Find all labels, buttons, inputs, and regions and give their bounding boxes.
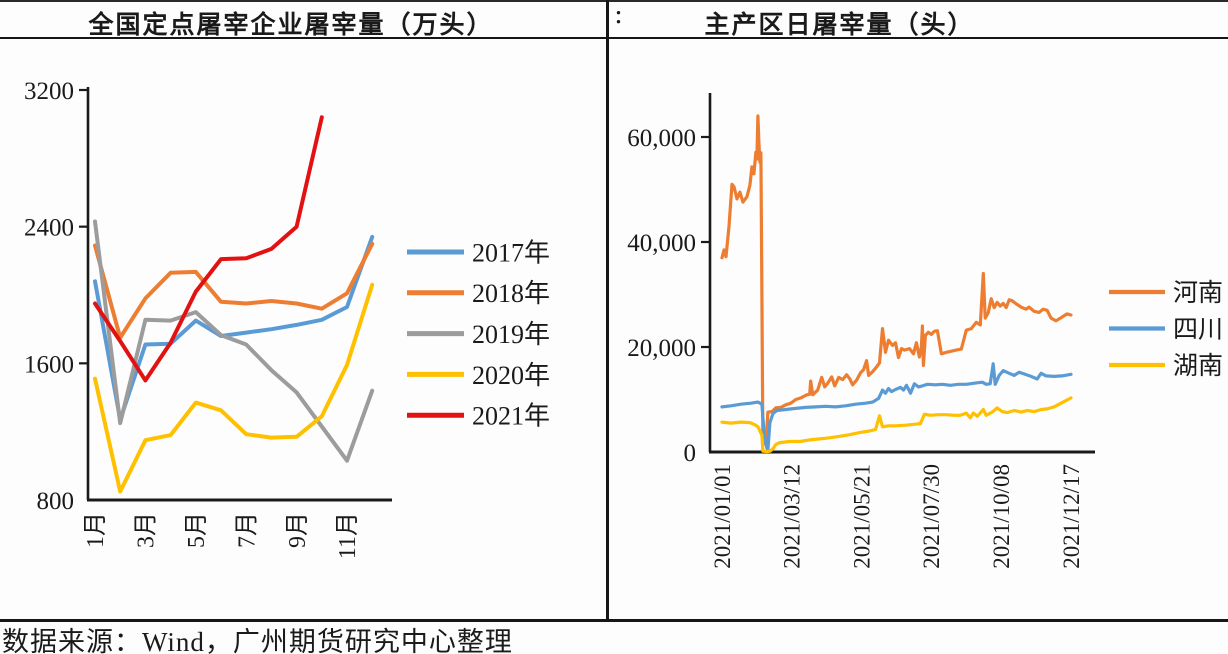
series-line-2021年 bbox=[93, 115, 324, 383]
series-line-2019年 bbox=[93, 219, 375, 463]
x-tick-label: 11月 bbox=[335, 512, 361, 559]
y-tick-label: 800 bbox=[37, 488, 75, 515]
x-tick-label: 9月 bbox=[285, 512, 311, 548]
y-tick-label: 60,000 bbox=[627, 125, 696, 152]
top-border-line bbox=[0, 0, 1228, 2]
y-tick-label: 20,000 bbox=[627, 335, 696, 362]
legend-label-2021年: 2021年 bbox=[472, 402, 550, 431]
series-line-湖南 bbox=[720, 396, 1073, 454]
legend-label-2018年: 2018年 bbox=[472, 279, 550, 308]
x-tick-label: 7月 bbox=[234, 512, 260, 548]
series-line-2018年 bbox=[93, 241, 375, 340]
y-tick-label: 0 bbox=[684, 440, 697, 467]
legend-label-四川: 四川 bbox=[1173, 317, 1223, 344]
legend-label-湖南: 湖南 bbox=[1173, 352, 1223, 380]
legend-label-2020年: 2020年 bbox=[472, 361, 550, 390]
x-tick-label: 1月 bbox=[83, 512, 109, 548]
data-source-note: 数据来源：Wind，广州期货研究中心整理 bbox=[2, 627, 513, 654]
y-tick-label: 40,000 bbox=[627, 230, 696, 257]
left-chart-title: 全国定点屠宰企业屠宰量（万头） bbox=[88, 12, 494, 39]
x-tick-label: 2021/03/12 bbox=[780, 464, 805, 569]
y-tick-label: 3200 bbox=[24, 78, 74, 105]
footer-divider-line bbox=[0, 619, 1228, 622]
x-tick-label: 2021/01/01 bbox=[710, 464, 735, 569]
right-chart-title: 主产区日屠宰量（头） bbox=[704, 12, 975, 39]
y-tick-label: 2400 bbox=[24, 215, 74, 242]
header-divider-line bbox=[0, 37, 1228, 39]
left-line-chart: 800 1600 2400 3200 1月 3月 5月 7月 9月 11月 2017年 2018年 20… bbox=[24, 78, 550, 559]
x-tick-label: 2021/10/08 bbox=[989, 464, 1014, 569]
series-line-2017年 bbox=[93, 234, 375, 422]
series-line-河南 bbox=[720, 114, 1073, 447]
x-tick-label: 2021/12/17 bbox=[1059, 464, 1084, 569]
x-tick-label: 2021/07/30 bbox=[919, 464, 944, 569]
x-tick-label: 3月 bbox=[134, 512, 160, 548]
series-line-2020年 bbox=[93, 282, 375, 494]
panel-divider-line bbox=[606, 0, 609, 622]
legend-label-河南: 河南 bbox=[1173, 279, 1223, 307]
x-tick-label: 5月 bbox=[184, 512, 210, 548]
x-tick-label: 2021/05/21 bbox=[849, 464, 874, 569]
stray-colon-mark: ： bbox=[614, 7, 632, 27]
legend-label-2019年: 2019年 bbox=[472, 320, 550, 349]
series-line-四川 bbox=[720, 362, 1073, 452]
legend-label-2017年: 2017年 bbox=[472, 238, 550, 267]
y-tick-label: 1600 bbox=[24, 351, 74, 378]
right-line-chart: 0 20,000 40,000 60,000 2021/01/01 2021/03/12 2… bbox=[627, 93, 1223, 569]
